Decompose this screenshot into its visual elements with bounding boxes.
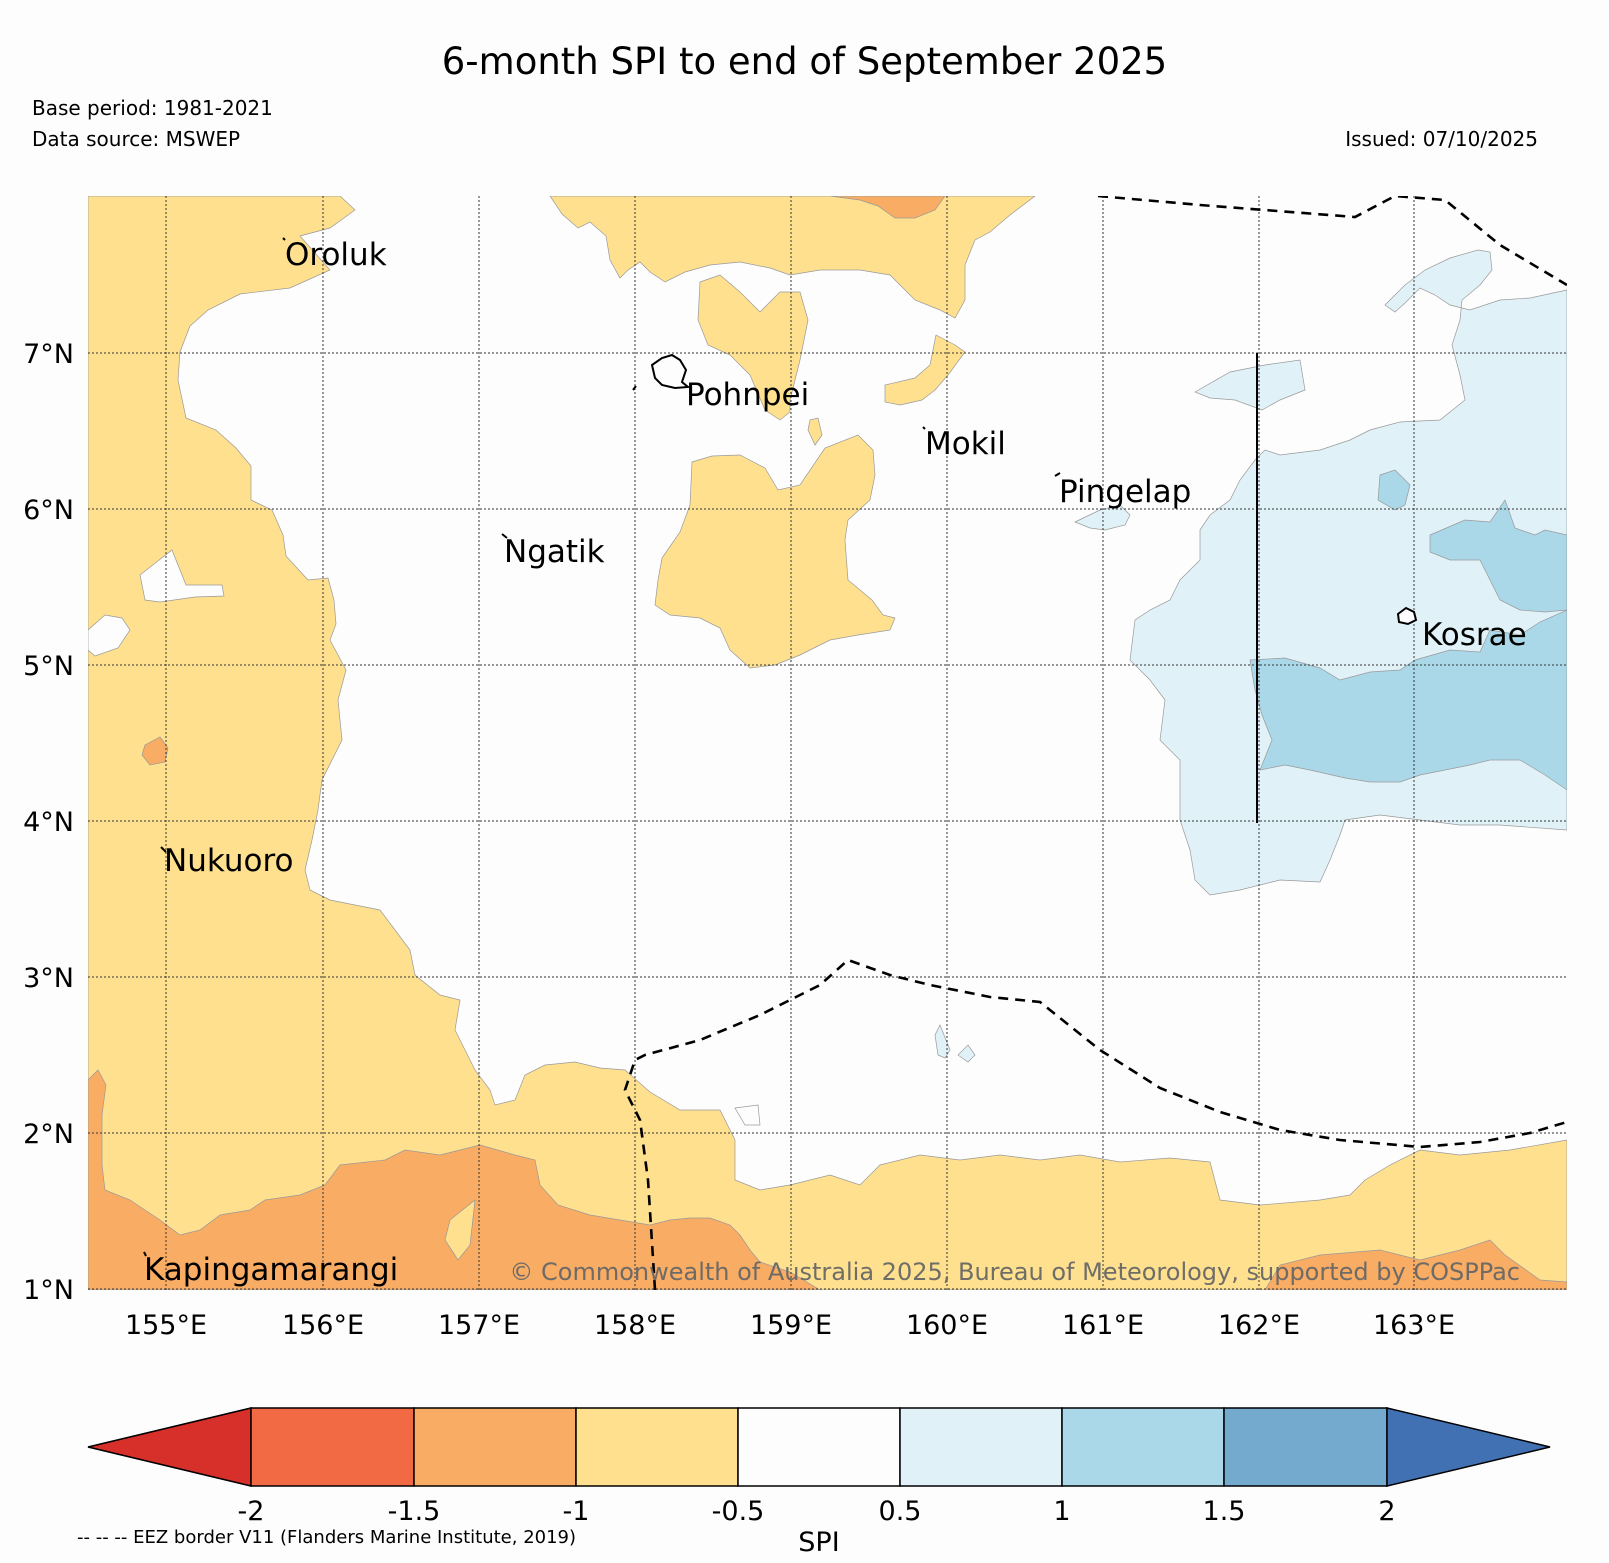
spi-region-dry-north: [549, 196, 1036, 319]
colorbar-segment-minus-1-to-minus-0.5: [575, 1407, 739, 1487]
spi-region-very-dry-north: [829, 196, 946, 219]
y-tick-label: 3°N: [23, 963, 74, 994]
place-label-kosrae: Kosrae: [1422, 617, 1527, 653]
colorbar-tick-label: -1.5: [388, 1496, 441, 1527]
copyright-notice: © Commonwealth of Australia 2025, Bureau…: [509, 1258, 1520, 1286]
spi-region-neutral-edge-west: [88, 614, 131, 657]
y-tick-label: 4°N: [23, 807, 74, 838]
kosrae-island-outline: [1396, 606, 1418, 626]
map-title: 6-month SPI to end of September 2025: [441, 40, 1168, 83]
colorbar-title: SPI: [798, 1527, 839, 1558]
colorbar-segment-minus-1.5-to-minus-1: [413, 1407, 577, 1487]
x-tick-label: 163°E: [1373, 1310, 1455, 1341]
y-axis-ticks: 7°N 6°N 5°N 4°N 3°N 2°N 1°N: [23, 339, 74, 1306]
eez-borders: [623, 196, 1567, 1290]
spi-region-neutral-gap-south: [734, 1104, 761, 1126]
colorbar-tick-label: -2: [238, 1496, 265, 1527]
colorbar-segment-minus-2-to-minus-1.5: [250, 1407, 415, 1487]
x-tick-label: 159°E: [750, 1310, 832, 1341]
data-source: Data source: MSWEP: [32, 127, 241, 151]
place-label-oroluk: Oroluk: [285, 237, 387, 273]
spi-region-wet-north-patch: [1194, 359, 1306, 411]
spi-region-wetter-small: [1377, 469, 1411, 511]
island-markers: [143, 237, 1061, 1257]
place-label-kapingamarangi: Kapingamarangi: [144, 1252, 398, 1288]
eez-border-south: [623, 958, 1567, 1290]
spi-region-dry-islet-2: [807, 417, 823, 446]
spi-region-very-dry-small: [141, 736, 169, 766]
place-label-nukuoro: Nukuoro: [164, 843, 293, 879]
y-tick-label: 2°N: [23, 1119, 74, 1150]
eez-border-north: [1097, 196, 1567, 287]
base-period: Base period: 1981-2021: [32, 96, 273, 120]
x-tick-label: 155°E: [125, 1310, 207, 1341]
x-tick-label: 162°E: [1218, 1310, 1300, 1341]
map-area: [88, 196, 1567, 1290]
colorbar-tick-label: 1: [1053, 1496, 1070, 1527]
colorbar-tick-label: -1: [563, 1496, 590, 1527]
x-tick-label: 158°E: [594, 1310, 676, 1341]
colorbar-segment-below-minus-2: [87, 1407, 252, 1487]
spi-region-very-dry-southeast: [1264, 1239, 1567, 1290]
x-tick-label: 161°E: [1062, 1310, 1144, 1341]
y-tick-label: 7°N: [23, 339, 74, 370]
colorbar-tick-label: 1.5: [1203, 1496, 1246, 1527]
colorbar-tick-label: 0.5: [879, 1496, 922, 1527]
colorbar: [87, 1407, 1551, 1487]
y-tick-label: 5°N: [23, 651, 74, 682]
x-tick-label: 157°E: [438, 1310, 520, 1341]
colorbar-tick-labels: -2 -1.5 -1 -0.5 0.5 1 1.5 2 SPI: [238, 1496, 1396, 1558]
place-label-pingelap: Pingelap: [1059, 474, 1191, 510]
colorbar-segment-0.5-to-1: [899, 1407, 1063, 1487]
colorbar-tick-label: -0.5: [712, 1496, 765, 1527]
spi-region-wetter-patch: [1429, 499, 1567, 613]
colorbar-segment-1-to-1.5: [1061, 1407, 1225, 1487]
spi-region-very-dry-south: [88, 1069, 821, 1290]
y-tick-label: 6°N: [23, 495, 74, 526]
spi-region-dry-central: [654, 434, 896, 669]
gridlines: [88, 196, 1567, 1290]
spi-region-wetter-east: [1249, 609, 1567, 791]
spi-region-dry-patch-south: [444, 1199, 476, 1261]
eez-border-note: -- -- -- EEZ border V11 (Flanders Marine…: [77, 1527, 577, 1548]
colorbar-segment-minus-0.5-to-0.5: [737, 1407, 901, 1487]
x-tick-label: 156°E: [282, 1310, 364, 1341]
place-label-mokil: Mokil: [925, 426, 1006, 462]
colorbar-segment-above-2: [1386, 1407, 1551, 1487]
spi-region-neutral-patch-west: [139, 549, 225, 603]
place-label-ngatik: Ngatik: [504, 534, 605, 570]
place-label-pohnpei: Pohnpei: [686, 377, 809, 413]
pohnpei-island-outline: [650, 353, 691, 390]
issued-date: Issued: 07/10/2025: [1345, 127, 1538, 151]
spi-region-wet-islet-2: [957, 1044, 976, 1063]
spi-region-dry-west: [88, 196, 1567, 1290]
x-axis-ticks: 155°E 156°E 157°E 158°E 159°E 160°E 161°…: [125, 1310, 1455, 1341]
colorbar-tick-label: 2: [1378, 1496, 1395, 1527]
x-tick-label: 160°E: [906, 1310, 988, 1341]
y-tick-label: 1°N: [23, 1275, 74, 1306]
spi-region-dry-pohnpei: [697, 274, 809, 421]
colorbar-segment-1.5-to-2: [1223, 1407, 1388, 1487]
